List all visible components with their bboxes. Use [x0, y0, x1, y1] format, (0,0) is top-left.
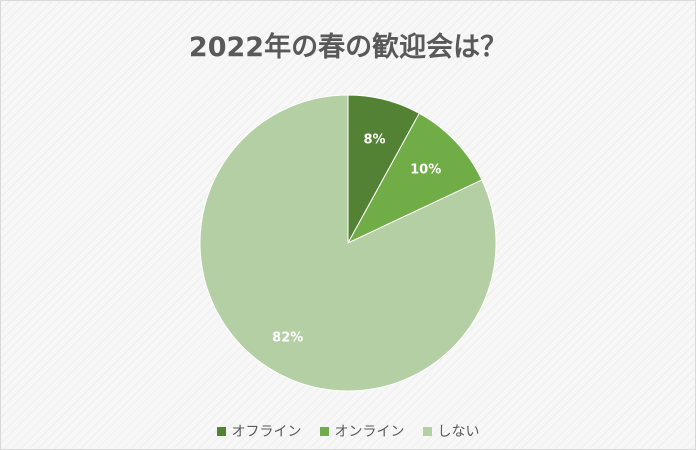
legend-label-online: オンライン: [334, 424, 405, 440]
data-label-offline: 8%: [363, 132, 385, 147]
chart-title: 2022年の春の歓迎会は？: [188, 32, 508, 63]
legend-item-online: オンライン: [319, 421, 405, 441]
legend: オフライン オンライン しない: [1, 421, 695, 441]
pie-slice-online: [346, 112, 483, 245]
legend-item-none: しない: [422, 421, 480, 441]
legend-swatch-online: [319, 426, 329, 436]
pie-slice-none: [199, 94, 497, 392]
legend-item-offline: オフライン: [216, 421, 302, 441]
data-label-online: 10%: [410, 163, 441, 178]
data-label-none: 82%: [272, 330, 303, 345]
legend-label-offline: オフライン: [231, 424, 302, 440]
legend-swatch-offline: [216, 426, 226, 436]
legend-swatch-none: [422, 426, 432, 436]
legend-label-none: しない: [437, 424, 480, 440]
